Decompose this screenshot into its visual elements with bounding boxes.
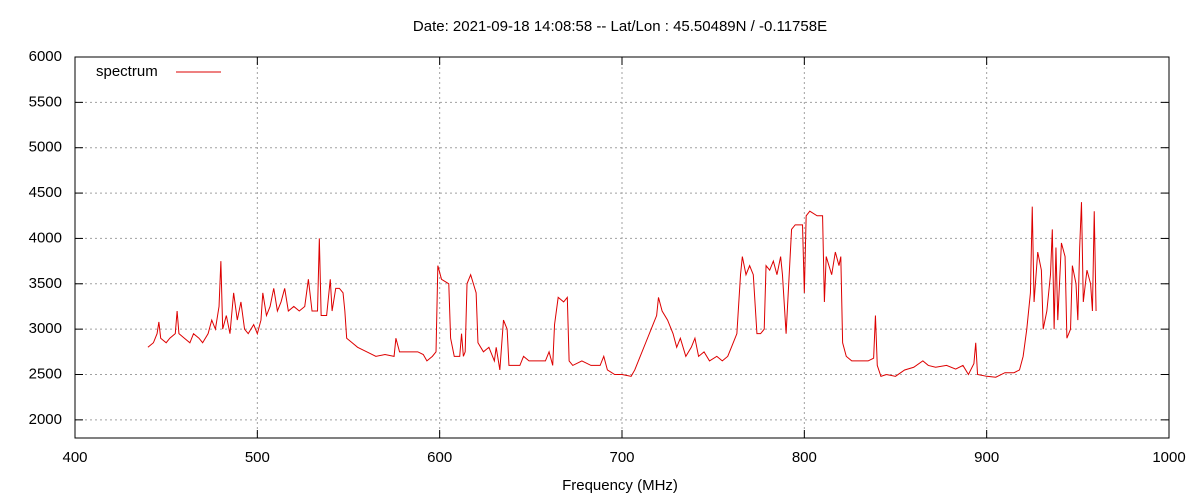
x-axis-label: Frequency (MHz) xyxy=(562,477,678,494)
y-tick-label: 5000 xyxy=(29,139,62,156)
plot-frame xyxy=(74,56,1170,439)
x-tick-label: 1000 xyxy=(1152,449,1185,466)
y-tick-label: 3500 xyxy=(29,275,62,292)
x-tick-label: 500 xyxy=(245,449,270,466)
x-tick-label: 400 xyxy=(62,449,87,466)
y-tick-label: 3000 xyxy=(29,320,62,337)
chart-title: Date: 2021-09-18 14:08:58 -- Lat/Lon : 4… xyxy=(413,18,827,35)
y-tick-label: 4000 xyxy=(29,229,62,246)
y-tick-label: 4500 xyxy=(29,184,62,201)
x-tick-label: 700 xyxy=(609,449,634,466)
y-tick-label: 2500 xyxy=(29,365,62,382)
y-tick-label: 6000 xyxy=(29,48,62,65)
x-tick-label: 800 xyxy=(792,449,817,466)
y-tick-label: 2000 xyxy=(29,411,62,428)
legend-label: spectrum xyxy=(96,63,158,80)
series-line xyxy=(147,202,1097,378)
x-tick-label: 600 xyxy=(427,449,452,466)
y-tick-label: 5500 xyxy=(29,93,62,110)
x-tick-label: 900 xyxy=(974,449,999,466)
